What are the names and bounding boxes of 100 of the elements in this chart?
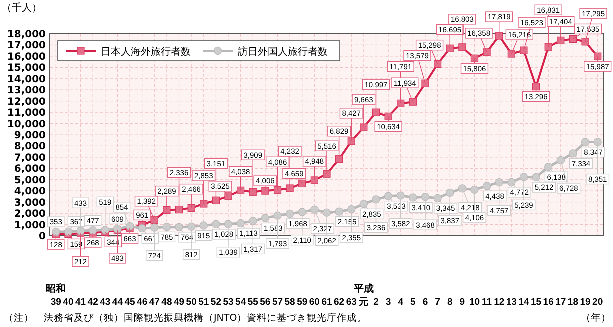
point [286, 184, 294, 192]
x-tick-label: 56 [260, 297, 271, 308]
x-tick-label: 9 [460, 297, 466, 308]
x-tick-label: 50 [186, 297, 197, 308]
x-tick-label: 11 [482, 297, 493, 308]
point [556, 156, 566, 165]
text: 昭和 [46, 283, 66, 295]
legend-label: 訪日外国人旅行者数 [238, 46, 328, 58]
point [594, 52, 602, 60]
point [508, 50, 516, 58]
point [582, 38, 590, 46]
x-tick-label: 2 [374, 297, 379, 308]
point [483, 48, 491, 56]
x-tick-label: 49 [174, 297, 185, 308]
x-tick-label: 63 [346, 297, 357, 308]
x-tick-label: 13 [506, 297, 517, 308]
point [532, 173, 540, 182]
point [249, 217, 258, 226]
point [236, 219, 245, 228]
y-tick-label: 2,000 [14, 209, 46, 220]
y-axis-title: （千人） [2, 2, 42, 14]
x-tick-label: 43 [100, 297, 111, 308]
x-tick-label: 14 [518, 297, 530, 308]
x-tick-label: 8 [447, 297, 453, 308]
point [150, 224, 159, 232]
x-tick-label: 44 [112, 297, 124, 308]
x-tick-label: 60 [309, 297, 320, 308]
point [237, 186, 245, 194]
point [384, 112, 392, 120]
x-tick-label: 17 [556, 297, 566, 308]
point [249, 188, 257, 196]
point [458, 44, 466, 52]
x-tick-label: 47 [149, 297, 160, 308]
point [335, 208, 344, 216]
x-tick-label: 58 [284, 297, 296, 308]
point [434, 60, 442, 68]
point [569, 35, 578, 44]
point [544, 43, 552, 51]
point [422, 80, 430, 88]
point [594, 138, 602, 146]
point [360, 124, 368, 132]
point [482, 182, 492, 190]
point [150, 216, 158, 224]
y-tick-label: 1,000 [14, 220, 46, 232]
point [360, 200, 368, 208]
x-tick-label: 15 [531, 297, 542, 308]
point [397, 100, 405, 108]
x-tick-label: 6 [422, 297, 428, 308]
x-tick-label: 41 [75, 297, 87, 308]
x-tick-label: 20 [592, 297, 604, 308]
y-tick-label: 13,000 [7, 86, 46, 97]
y-tick-label: 9,000 [14, 130, 46, 142]
y-tick-label: 10,000 [7, 119, 46, 130]
x-tick-label: 51 [198, 297, 210, 308]
y-tick-label: 15,000 [7, 63, 46, 74]
point [224, 192, 232, 200]
point [262, 187, 270, 195]
point [175, 206, 184, 214]
point [508, 178, 516, 187]
x-tick-label: 7 [435, 297, 440, 308]
point [348, 138, 356, 146]
x-tick-label: 5 [410, 297, 417, 308]
point [162, 223, 172, 232]
y-tick-label: 6,000 [14, 164, 46, 176]
text: （注） 法務省及び（独）国際観光振興機構（JNTO）資料に基づき観光庁作成。 [4, 312, 368, 324]
point [372, 196, 380, 204]
point [569, 150, 578, 158]
point [434, 194, 442, 203]
y-tick-label: 14,000 [7, 74, 46, 86]
point [200, 200, 208, 208]
point [446, 188, 454, 198]
y-tick-label: 7,000 [14, 152, 46, 164]
text: 平成 [352, 283, 374, 295]
y-tick-label: 5,000 [14, 175, 46, 186]
point [520, 173, 528, 182]
point [175, 223, 184, 232]
point [188, 204, 196, 212]
x-tick-label: 19 [580, 297, 591, 308]
x-tick-label: 42 [88, 297, 98, 308]
point [532, 82, 540, 91]
point [310, 206, 319, 214]
y-tick-label: 12,000 [7, 96, 46, 108]
x-tick-label: 46 [137, 297, 148, 308]
x-tick-label: 12 [494, 297, 505, 308]
point [470, 186, 479, 194]
legend-label: 日本人海外旅行者数 [101, 46, 191, 58]
point [286, 210, 294, 218]
x-tick-label: 61 [322, 297, 333, 308]
y-tick-label: 18,000 [7, 30, 46, 40]
point [310, 176, 318, 184]
point [187, 222, 196, 231]
point [212, 196, 220, 204]
point [336, 156, 344, 164]
point [126, 222, 134, 231]
x-tick-label: 10 [469, 297, 480, 308]
point [274, 212, 282, 220]
x-tick-label: 54 [236, 297, 247, 308]
point [212, 220, 220, 229]
x-tick-label: 52 [210, 297, 222, 308]
x-tick-label: 3 [386, 297, 392, 308]
